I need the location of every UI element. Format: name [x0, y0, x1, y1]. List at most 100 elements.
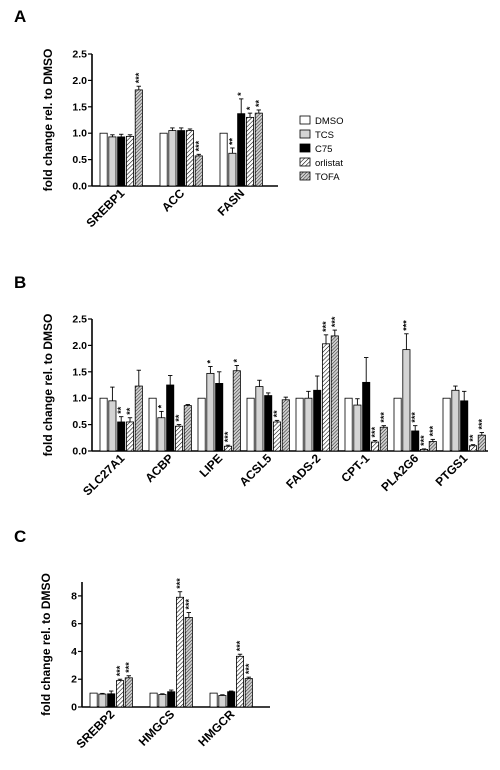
bar-tofa	[428, 441, 437, 452]
legend-label-tcs: TCS	[315, 130, 334, 141]
bar-c75	[117, 136, 126, 187]
category-label: PTGS1	[433, 451, 471, 489]
bar-tcs	[218, 695, 227, 708]
bar-c75	[215, 383, 224, 452]
bar-dmso	[149, 692, 158, 708]
y-tick-label: 1.5	[72, 366, 87, 378]
category-label: SLC27A1	[80, 451, 127, 498]
significance-label: ***	[410, 412, 420, 423]
significance-label: **	[227, 137, 237, 145]
bar-orlistat	[321, 343, 330, 452]
category-label: FASN	[215, 186, 248, 219]
category-label: HMGCR	[195, 707, 237, 749]
significance-label: ***	[419, 435, 429, 446]
significance-label: ***	[477, 419, 487, 430]
category-label: SREBP1	[83, 186, 127, 230]
bar-dmso	[344, 397, 353, 452]
bar-tcs	[108, 136, 117, 187]
bar-c75	[460, 400, 469, 452]
category-label: ACC	[159, 186, 188, 215]
bar-tcs	[402, 349, 411, 452]
legend-label-dmso: DMSO	[315, 116, 344, 127]
y-axis-label: fold change rel. to DMSO	[41, 314, 55, 457]
y-tick-label: 0.0	[72, 446, 87, 458]
bar-tofa	[183, 405, 192, 452]
bar-c75	[264, 395, 273, 452]
legend: DMSO TCS C75 orlistat TOFA	[299, 115, 344, 183]
legend-label-c75: C75	[315, 144, 332, 155]
legend-label-orlistat: orlistat	[315, 158, 343, 169]
category-label: LIPE	[197, 451, 226, 480]
legend-swatch-c75	[299, 143, 311, 153]
bar-c75	[107, 693, 116, 708]
bar-dmso	[209, 692, 218, 708]
bar-tofa	[194, 155, 203, 187]
panel-a-chart: 0.0 0.5 1.0 1.5 2.0 2.5 fold change rel. to DM…	[41, 49, 278, 230]
significance-label: ***	[428, 425, 438, 436]
legend-swatch-orlistat	[299, 157, 311, 167]
significance-label: ***	[235, 640, 245, 651]
y-tick-label: 2.0	[72, 75, 87, 87]
significance-label: ***	[321, 321, 331, 332]
bar-c75	[313, 389, 322, 452]
bar-dmso	[99, 397, 108, 452]
bar-dmso	[89, 692, 98, 708]
bar-orlistat	[185, 130, 194, 187]
bar-tcs	[157, 417, 166, 452]
category-label: HMGCS	[136, 707, 177, 748]
panel-b-chart: 0.0 0.5 1.0 1.5 2.0 2.5 fold change rel. to DM…	[41, 314, 488, 498]
bar-orlistat	[126, 135, 135, 187]
significance-label: ***	[124, 662, 134, 673]
y-tick-label: 6	[71, 618, 77, 630]
y-tick-label: 2.5	[72, 49, 87, 61]
significance-label: *	[245, 106, 255, 110]
significance-label: **	[468, 434, 478, 442]
significance-label: **	[174, 414, 184, 422]
bar-dmso	[442, 397, 451, 452]
bar-orlistat	[235, 655, 244, 708]
significance-label: *	[205, 360, 215, 364]
bar-tcs	[304, 397, 313, 452]
bar-dmso	[295, 397, 304, 452]
bar-tofa	[184, 617, 193, 708]
bar-dmso	[219, 132, 228, 187]
y-tick-label: 1.0	[72, 128, 87, 140]
panel-a-label: A	[14, 7, 26, 26]
bar-tofa	[281, 399, 290, 452]
bar-c75	[177, 130, 186, 187]
bar-tcs	[353, 404, 362, 452]
y-tick-label: 2.0	[72, 340, 87, 352]
bar-tofa	[134, 385, 143, 452]
significance-label: **	[272, 410, 282, 418]
legend-swatch-tofa	[299, 171, 311, 181]
bar-dmso	[148, 397, 157, 452]
y-axis-label: fold change rel. to DMSO	[39, 573, 53, 716]
bar-tofa	[330, 335, 339, 452]
significance-label: ***	[134, 72, 144, 83]
y-tick-label: 2.5	[72, 314, 87, 326]
bar-orlistat	[468, 445, 477, 452]
bar-tcs	[158, 694, 167, 708]
bar-c75	[237, 113, 246, 187]
significance-label: ***	[175, 578, 185, 589]
bar-tcs	[98, 693, 107, 708]
category-label: CPT-1	[338, 451, 372, 485]
y-axis-label: fold change rel. to DMSO	[41, 49, 55, 192]
bar-orlistat	[175, 596, 184, 708]
bar-c75	[411, 430, 420, 452]
category-label: FADS-2	[283, 451, 323, 491]
bar-orlistat	[126, 421, 135, 452]
significance-label: ***	[223, 431, 233, 442]
bar-orlistat	[370, 441, 379, 452]
bar-tcs	[168, 130, 177, 187]
bar-tcs	[206, 372, 215, 452]
significance-label: *	[236, 92, 246, 96]
bar-dmso	[197, 397, 206, 452]
bar-c75	[117, 421, 126, 452]
bar-orlistat	[223, 445, 232, 452]
y-tick-label: 1.5	[72, 101, 87, 113]
category-label: ACBP	[142, 451, 176, 485]
bar-tcs	[255, 386, 264, 452]
bar-tofa	[379, 426, 388, 452]
